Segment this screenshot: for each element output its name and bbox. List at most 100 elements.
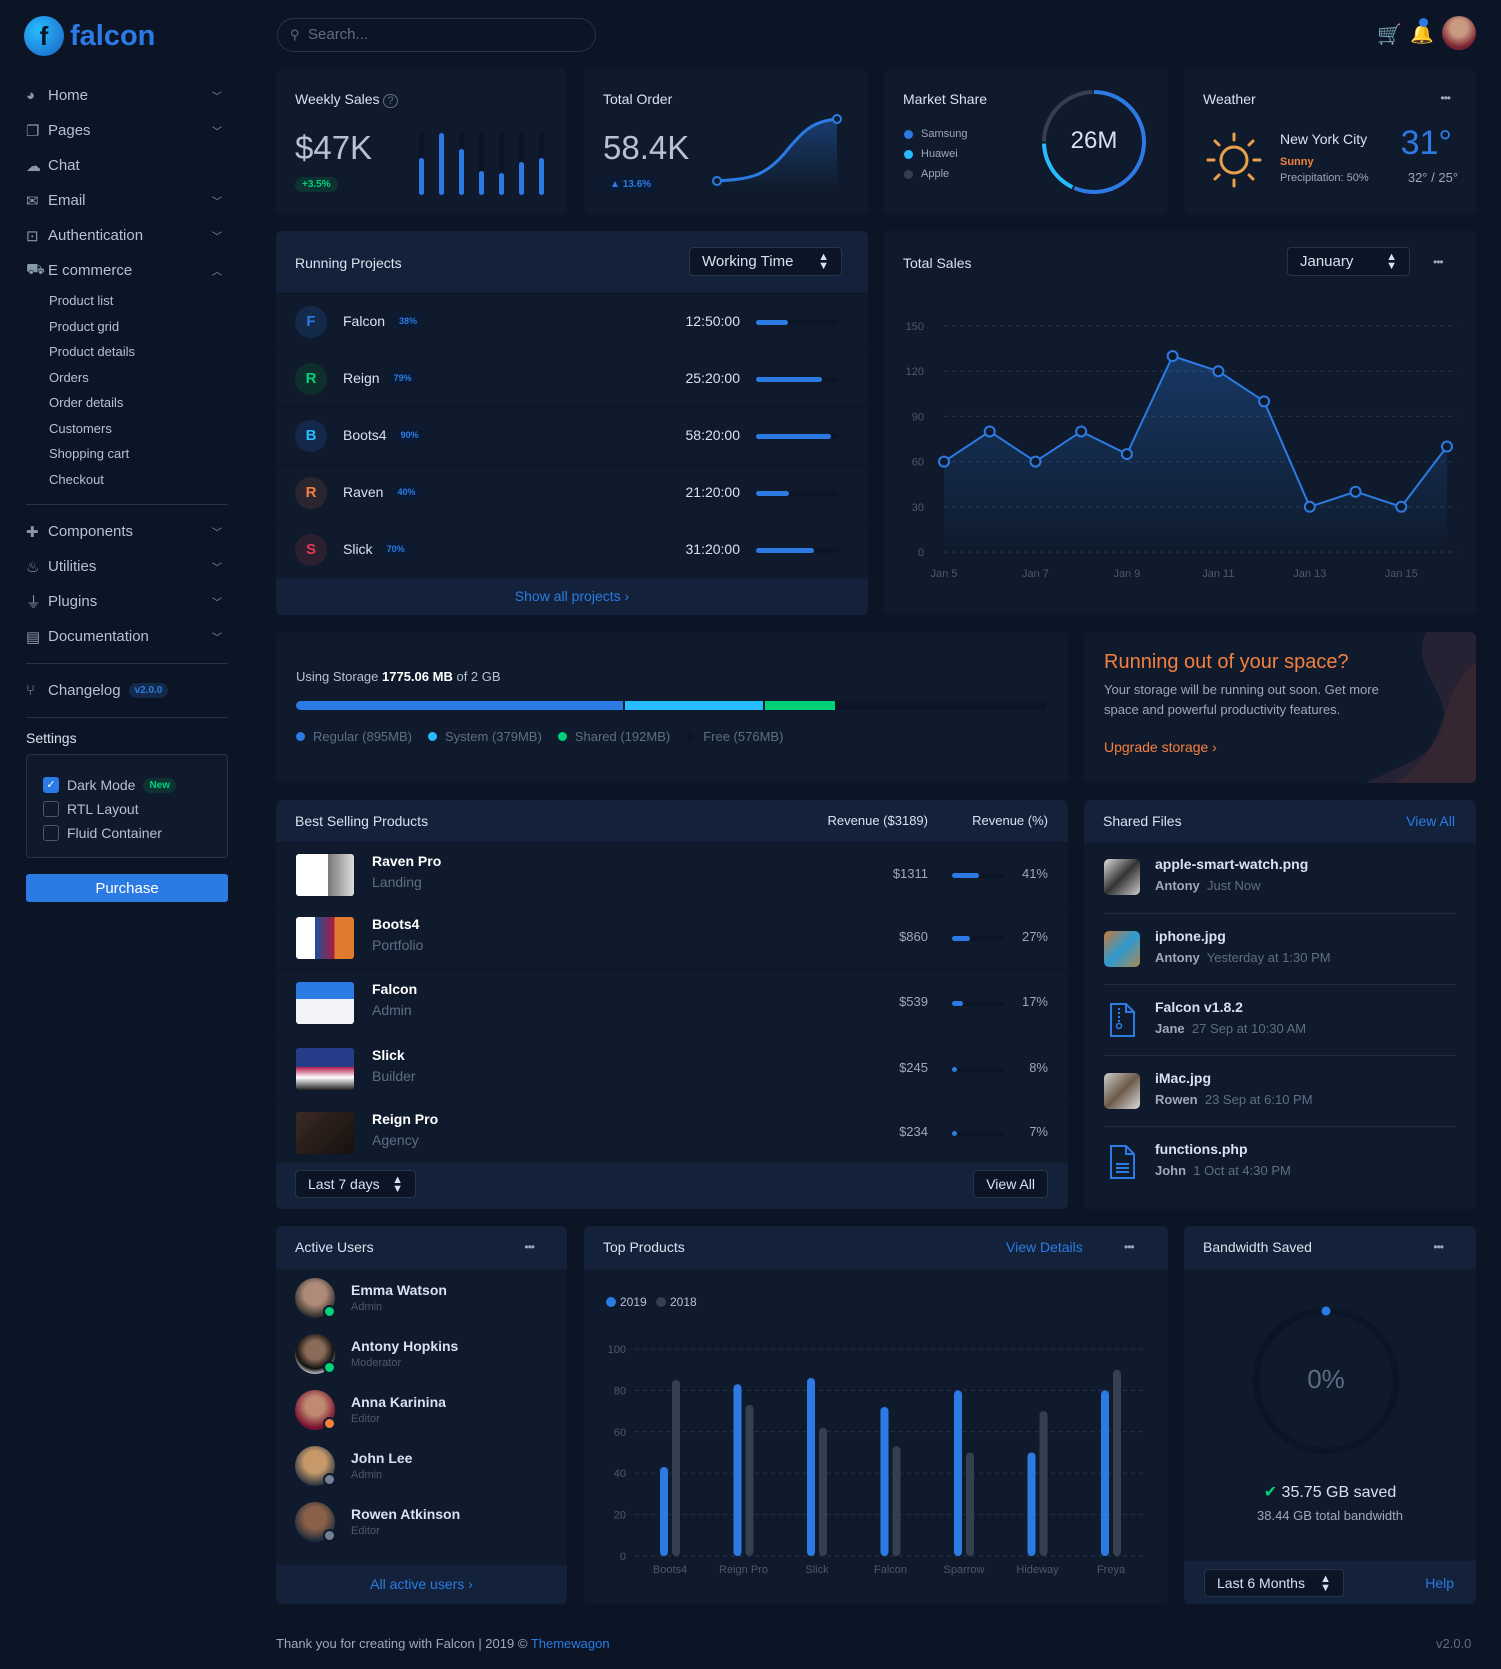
sales-point[interactable]	[1258, 395, 1271, 408]
bar-2018-boots4[interactable]	[672, 1380, 680, 1556]
file-name[interactable]: functions.php	[1155, 1141, 1248, 1157]
sidebar-subitem[interactable]: Order details	[49, 395, 124, 411]
checkbox[interactable]: ✓	[43, 777, 59, 793]
sidebar-item-utilities[interactable]: ♨ Utilities ﹀	[26, 549, 228, 584]
setting-fluid-container-checkbox[interactable]: Fluid Container	[43, 821, 211, 845]
sidebar-subitem[interactable]: Orders	[49, 369, 89, 385]
sidebar-subitem[interactable]: Checkout	[49, 471, 104, 487]
bar-2018-reign-pro[interactable]	[745, 1404, 754, 1556]
view-all-button[interactable]: View All	[973, 1170, 1048, 1198]
checkbox[interactable]	[43, 801, 59, 817]
sidebar-item-home[interactable]: ◕ Home ﹀	[26, 78, 228, 113]
project-row[interactable]: S Slick 70% 31:20:00	[276, 521, 868, 578]
working-time-select[interactable]: Working Time ▲ ▼	[689, 247, 842, 276]
file-name[interactable]: apple-smart-watch.png	[1155, 856, 1309, 872]
bar-2019-falcon[interactable]	[880, 1406, 889, 1556]
help-link[interactable]: Help	[1425, 1575, 1454, 1591]
product-name[interactable]: Slick	[372, 1047, 405, 1063]
logo[interactable]: f falcon	[24, 16, 155, 56]
sales-point[interactable]	[983, 425, 996, 438]
bar-2018-falcon[interactable]	[892, 1446, 901, 1556]
themewagon-link[interactable]: Themewagon	[530, 1636, 610, 1651]
legend-label-2018[interactable]: 2018	[670, 1295, 697, 1309]
bar-2019-slick[interactable]	[807, 1377, 815, 1556]
product-row[interactable]: Reign Pro Agency $234 7%	[276, 1100, 1068, 1163]
upgrade-storage-link[interactable]: Upgrade storage ›	[1104, 739, 1217, 755]
project-row[interactable]: R Raven 40% 21:20:00	[276, 464, 868, 521]
file-name[interactable]: iphone.jpg	[1155, 928, 1226, 944]
more-options-icon[interactable]: •••	[1433, 1240, 1444, 1254]
sales-point[interactable]	[938, 455, 950, 468]
project-row[interactable]: R Reign 79% 25:20:00	[276, 350, 868, 407]
sidebar-subitem[interactable]: Customers	[49, 420, 112, 436]
all-active-users-link[interactable]: All active users ›	[370, 1576, 473, 1592]
bar-2018-freya[interactable]	[1113, 1369, 1121, 1556]
product-row[interactable]: Slick Builder $245 8%	[276, 1036, 1068, 1100]
user-name[interactable]: Rowen Atkinson	[351, 1506, 461, 1522]
sidebar-item-chat[interactable]: ☁ Chat	[26, 148, 228, 183]
bar-2019-boots4[interactable]	[660, 1466, 668, 1556]
sidebar-item-e-commerce[interactable]: ⛟ E commerce ︿	[26, 253, 228, 288]
shared-file-row[interactable]: iphone.jpg Antony Yesterday at 1:30 PM	[1104, 913, 1456, 984]
shared-file-row[interactable]: apple-smart-watch.png Antony Just Now	[1104, 842, 1456, 913]
more-options-icon[interactable]: •••	[1440, 91, 1451, 105]
product-row[interactable]: Raven Pro Landing $1311 41%	[276, 842, 1068, 905]
date-range-select[interactable]: Last 7 days ▲ ▼	[295, 1170, 416, 1198]
user-name[interactable]: Antony Hopkins	[351, 1338, 459, 1354]
product-row[interactable]: Boots4 Portfolio $860 27%	[276, 905, 1068, 968]
sidebar-item-components[interactable]: ✚ Components ﹀	[26, 514, 228, 549]
show-all-projects-link[interactable]: Show all projects ›	[514, 588, 630, 604]
bar-2018-hideway[interactable]	[1039, 1411, 1048, 1556]
shared-file-row[interactable]: iMac.jpg Rowen 23 Sep at 6:10 PM	[1104, 1055, 1456, 1126]
sales-point[interactable]	[1395, 500, 1408, 513]
sidebar-subitem[interactable]: Product grid	[49, 318, 120, 334]
user-name[interactable]: Emma Watson	[351, 1282, 447, 1298]
sidebar-item-documentation[interactable]: ▤ Documentation ﹀	[26, 619, 228, 654]
project-row[interactable]: F Falcon 38% 12:50:00	[276, 293, 868, 350]
file-name[interactable]: iMac.jpg	[1155, 1070, 1212, 1086]
product-name[interactable]: Boots4	[372, 915, 420, 932]
sidebar-subitem[interactable]: Product list	[49, 293, 114, 309]
more-options-icon[interactable]: •••	[524, 1240, 535, 1254]
shared-file-row[interactable]: functions.php John 1 Oct at 4:30 PM	[1104, 1126, 1456, 1197]
cart-plus-icon[interactable]: 🛒	[1377, 24, 1402, 46]
user-name[interactable]: John Lee	[351, 1450, 413, 1466]
product-row[interactable]: Falcon Admin $539 17%	[276, 968, 1068, 1036]
bar-2019-freya[interactable]	[1101, 1390, 1109, 1556]
file-name[interactable]: Falcon v1.8.2	[1155, 999, 1243, 1015]
revenue-percent-column-header[interactable]: Revenue (%)	[972, 813, 1048, 828]
setting-rtl-layout-checkbox[interactable]: RTL Layout	[43, 797, 211, 821]
sales-point[interactable]	[1441, 440, 1453, 453]
user-avatar[interactable]	[1442, 16, 1476, 50]
bar-2019-hideway[interactable]	[1027, 1452, 1036, 1557]
project-row[interactable]: B Boots4 90% 58:20:00	[276, 407, 868, 464]
more-options-icon[interactable]: •••	[1433, 255, 1444, 269]
view-details-link[interactable]: View Details	[1006, 1239, 1083, 1255]
bar-2019-sparrow[interactable]	[954, 1390, 962, 1556]
sidebar-subitem[interactable]: Product details	[49, 344, 135, 360]
sales-point[interactable]	[1349, 485, 1362, 498]
sidebar-subitem[interactable]: Shopping cart	[49, 446, 130, 462]
shared-files-view-all-link[interactable]: View All	[1406, 813, 1455, 829]
legend-label-2019[interactable]: 2019	[620, 1295, 647, 1309]
revenue-column-header[interactable]: Revenue ($3189)	[827, 813, 928, 828]
help-icon[interactable]: ?	[383, 94, 398, 108]
setting-dark-mode-checkbox[interactable]: ✓ Dark Mode New	[43, 773, 211, 797]
shared-file-row[interactable]: Falcon v1.8.2 Jane 27 Sep at 10:30 AM	[1104, 984, 1456, 1055]
sales-point[interactable]	[1303, 500, 1316, 513]
sidebar-item-pages[interactable]: ❐ Pages ﹀	[26, 113, 228, 148]
sales-point[interactable]	[1120, 448, 1133, 461]
product-name[interactable]: Reign Pro	[372, 1110, 439, 1127]
product-name[interactable]: Falcon	[372, 981, 418, 997]
checkbox[interactable]	[43, 825, 59, 841]
sidebar-item-email[interactable]: ✉ Email ﹀	[26, 183, 228, 218]
more-options-icon[interactable]: •••	[1124, 1240, 1135, 1254]
sales-point[interactable]	[1029, 455, 1042, 468]
period-select[interactable]: Last 6 Months ▲ ▼	[1204, 1569, 1344, 1597]
product-name[interactable]: Raven Pro	[372, 852, 442, 869]
sidebar-item-authentication[interactable]: ⊡ Authentication ﹀	[26, 218, 228, 253]
month-select[interactable]: January ▲ ▼	[1287, 247, 1410, 276]
bell-icon[interactable]: 🔔	[1410, 24, 1434, 45]
bar-2018-sparrow[interactable]	[966, 1452, 974, 1557]
sales-point[interactable]	[1075, 425, 1088, 438]
